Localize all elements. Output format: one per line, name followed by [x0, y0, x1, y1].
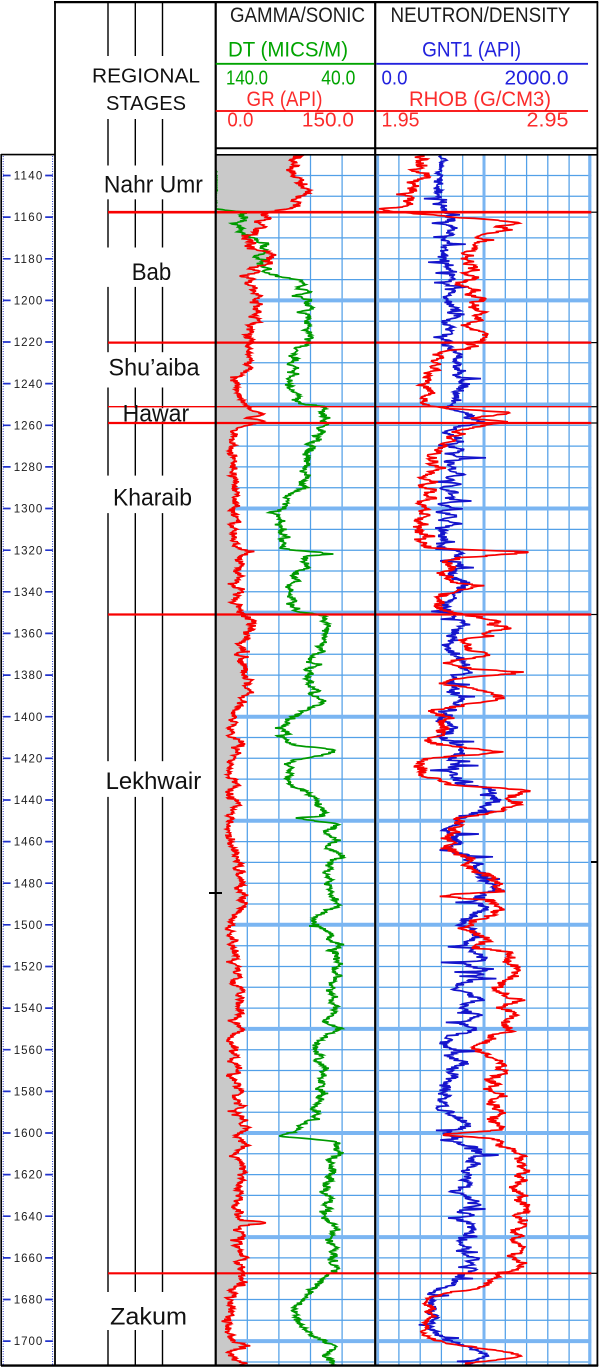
svg-text:1140: 1140	[14, 171, 43, 183]
svg-text:1680: 1680	[14, 1295, 43, 1307]
svg-text:STAGES: STAGES	[106, 93, 186, 115]
svg-text:Nahr Umr: Nahr Umr	[104, 172, 203, 199]
svg-text:DT (MICS/M): DT (MICS/M)	[228, 39, 348, 62]
svg-text:1540: 1540	[14, 1003, 43, 1015]
svg-text:1480: 1480	[14, 878, 43, 890]
svg-text:140.0: 140.0	[226, 68, 268, 90]
svg-text:Hawar: Hawar	[123, 401, 190, 428]
svg-text:GNT1 (API): GNT1 (API)	[422, 39, 521, 62]
svg-text:1520: 1520	[14, 962, 43, 974]
svg-text:1380: 1380	[14, 670, 43, 682]
svg-text:Lekhwair: Lekhwair	[106, 768, 202, 795]
svg-text:1420: 1420	[14, 753, 43, 765]
svg-text:1320: 1320	[14, 545, 43, 557]
svg-text:RHOB (G/CM3): RHOB (G/CM3)	[409, 88, 551, 111]
svg-text:REGIONAL: REGIONAL	[92, 66, 200, 88]
svg-text:1280: 1280	[14, 462, 43, 474]
svg-text:1620: 1620	[14, 1170, 43, 1182]
svg-text:1560: 1560	[14, 1045, 43, 1057]
svg-text:150.0: 150.0	[302, 110, 354, 132]
svg-text:1300: 1300	[14, 504, 43, 516]
svg-text:1400: 1400	[14, 712, 43, 724]
svg-text:1360: 1360	[14, 629, 43, 641]
svg-text:1180: 1180	[14, 254, 43, 266]
svg-text:Zakum: Zakum	[110, 1304, 187, 1331]
svg-text:1200: 1200	[14, 296, 43, 308]
svg-text:1220: 1220	[14, 337, 43, 349]
svg-text:GAMMA/SONIC: GAMMA/SONIC	[230, 4, 365, 27]
svg-text:GR (API): GR (API)	[247, 88, 323, 111]
svg-text:1580: 1580	[14, 1087, 43, 1099]
svg-text:2.95: 2.95	[527, 110, 569, 132]
svg-text:0.0: 0.0	[227, 110, 253, 132]
svg-text:1440: 1440	[14, 795, 43, 807]
svg-text:1460: 1460	[14, 837, 43, 849]
svg-text:1340: 1340	[14, 587, 43, 599]
svg-text:Bab: Bab	[132, 259, 172, 286]
svg-text:1260: 1260	[14, 420, 43, 432]
svg-text:40.0: 40.0	[321, 68, 355, 90]
svg-text:1640: 1640	[14, 1211, 43, 1223]
svg-text:2000.0: 2000.0	[505, 68, 569, 90]
svg-text:1500: 1500	[14, 920, 43, 932]
svg-text:NEUTRON/DENSITY: NEUTRON/DENSITY	[391, 4, 571, 27]
svg-text:1160: 1160	[14, 212, 43, 224]
svg-text:1240: 1240	[14, 379, 43, 391]
svg-text:1600: 1600	[14, 1128, 43, 1140]
svg-text:Kharaib: Kharaib	[113, 484, 192, 511]
svg-text:1660: 1660	[14, 1253, 43, 1265]
svg-text:0.0: 0.0	[382, 68, 408, 90]
svg-text:Shu’aiba: Shu’aiba	[109, 355, 201, 382]
svg-text:1.95: 1.95	[382, 110, 420, 132]
svg-text:1700: 1700	[14, 1336, 43, 1348]
